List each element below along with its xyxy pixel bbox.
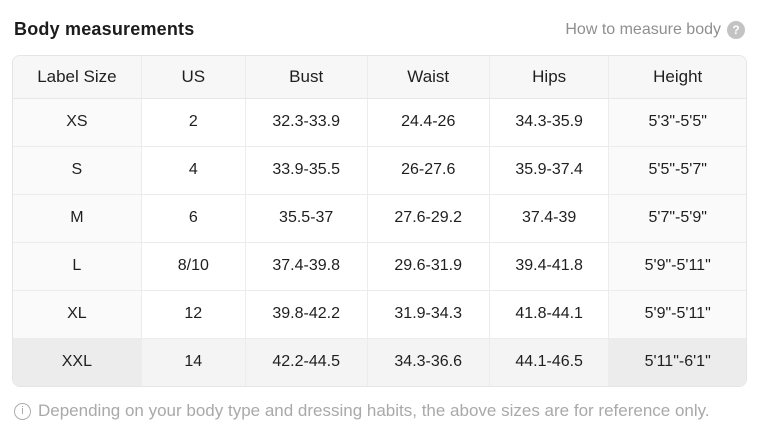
cell-hips: 37.4-39: [488, 193, 609, 242]
cell-label-size: S: [13, 145, 142, 194]
how-to-measure-label: How to measure body: [565, 20, 721, 38]
page-title: Body measurements: [14, 19, 195, 39]
cell-height: 5'3"-5'5": [608, 98, 746, 146]
info-icon: i: [14, 402, 31, 420]
cell-label-size: M: [13, 193, 142, 242]
cell-waist: 34.3-36.6: [366, 337, 490, 386]
help-question-icon[interactable]: ?: [727, 20, 745, 39]
cell-hips: 41.8-44.1: [488, 289, 609, 338]
table-row-xxl: XXL 14 42.2-44.5 34.3-36.6 44.1-46.5 5'1…: [13, 337, 746, 386]
cell-us: 8/10: [140, 241, 246, 290]
cell-label-size: L: [13, 241, 142, 290]
cell-waist: 26-27.6: [366, 145, 490, 194]
column-header-waist: Waist: [366, 56, 490, 99]
cell-label-size: XS: [13, 98, 142, 146]
cell-waist: 29.6-31.9: [366, 241, 490, 290]
column-header-label-size: Label Size: [13, 56, 142, 99]
cell-waist: 27.6-29.2: [366, 193, 490, 242]
table-header-row: Label Size US Bust Waist Hips Height: [13, 56, 746, 99]
cell-us: 2: [140, 98, 246, 146]
reference-note-text: Depending on your body type and dressing…: [38, 401, 710, 420]
reference-note: i Depending on your body type and dressi…: [0, 387, 759, 421]
column-header-height: Height: [608, 56, 746, 99]
body-measurements-table: Label Size US Bust Waist Hips Height XS …: [13, 56, 746, 386]
cell-label-size: XXL: [13, 337, 142, 386]
cell-bust: 35.5-37: [244, 193, 368, 242]
cell-hips: 44.1-46.5: [488, 337, 609, 386]
table-row-s: S 4 33.9-35.5 26-27.6 35.9-37.4 5'5"-5'7…: [13, 145, 746, 194]
cell-us: 12: [140, 289, 246, 338]
cell-hips: 34.3-35.9: [488, 98, 609, 146]
cell-us: 6: [140, 193, 246, 242]
cell-bust: 39.8-42.2: [244, 289, 368, 338]
cell-waist: 24.4-26: [366, 98, 490, 146]
column-header-hips: Hips: [488, 56, 609, 99]
cell-bust: 42.2-44.5: [244, 337, 368, 386]
cell-waist: 31.9-34.3: [366, 289, 490, 338]
table-row-xl: XL 12 39.8-42.2 31.9-34.3 41.8-44.1 5'9"…: [13, 289, 746, 338]
table-row-m: M 6 35.5-37 27.6-29.2 37.4-39 5'7"-5'9": [13, 193, 746, 242]
size-table-container: Label Size US Bust Waist Hips Height XS …: [12, 55, 747, 387]
cell-label-size: XL: [13, 289, 142, 338]
cell-height: 5'5"-5'7": [608, 145, 746, 194]
cell-height: 5'9"-5'11": [608, 289, 746, 338]
cell-height: 5'9"-5'11": [608, 241, 746, 290]
cell-hips: 35.9-37.4: [488, 145, 609, 194]
cell-hips: 39.4-41.8: [488, 241, 609, 290]
table-row-l: L 8/10 37.4-39.8 29.6-31.9 39.4-41.8 5'9…: [13, 241, 746, 290]
cell-bust: 33.9-35.5: [244, 145, 368, 194]
cell-bust: 32.3-33.9: [244, 98, 368, 146]
top-bar: Body measurements How to measure body ?: [0, 0, 759, 55]
cell-bust: 37.4-39.8: [244, 241, 368, 290]
cell-height: 5'7"-5'9": [608, 193, 746, 242]
cell-height: 5'11"-6'1": [608, 337, 746, 386]
table-row-xs: XS 2 32.3-33.9 24.4-26 34.3-35.9 5'3"-5'…: [13, 98, 746, 146]
cell-us: 4: [140, 145, 246, 194]
column-header-us: US: [140, 56, 246, 99]
cell-us: 14: [140, 337, 246, 386]
column-header-bust: Bust: [244, 56, 368, 99]
how-to-measure-link[interactable]: How to measure body ?: [565, 20, 745, 39]
